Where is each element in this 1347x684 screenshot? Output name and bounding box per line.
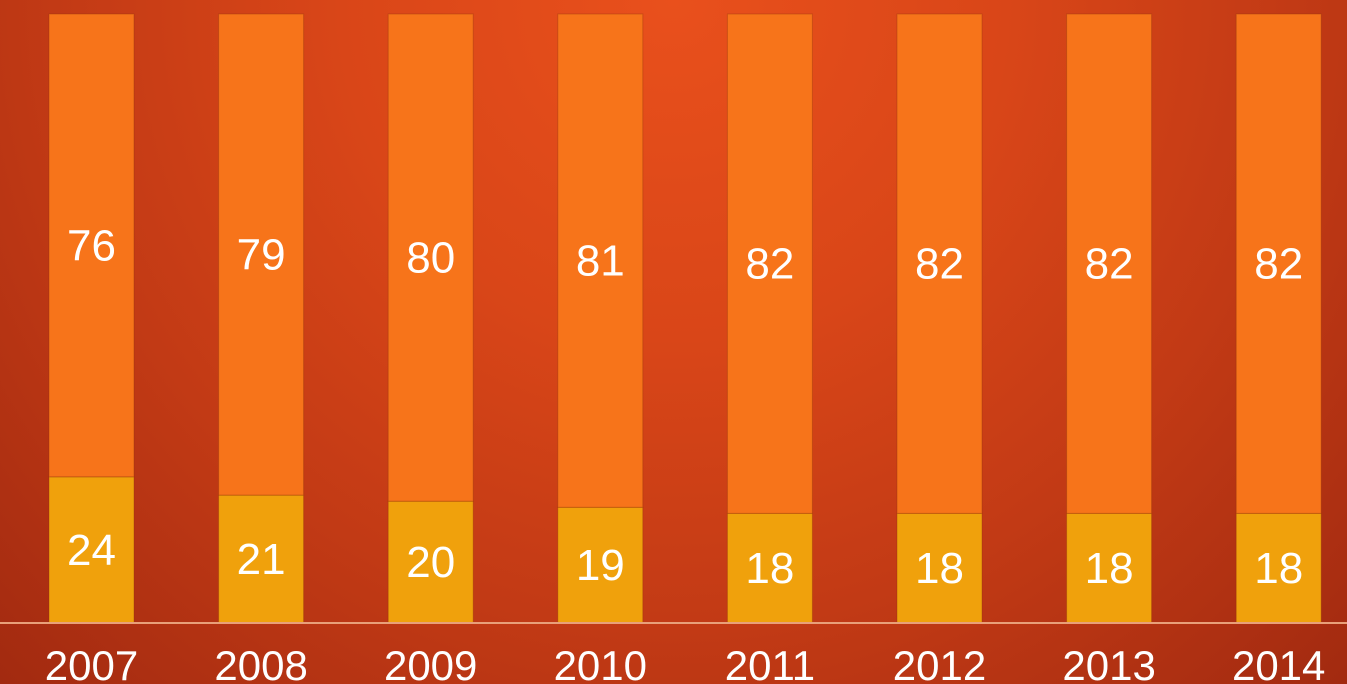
data-label-2013-segment-2: 82 xyxy=(1085,240,1134,289)
bar-2007-segment-1 xyxy=(48,476,135,624)
x-tick-label-2014: 2014 xyxy=(1232,642,1325,684)
data-label-2009-segment-2: 80 xyxy=(406,234,455,283)
data-label-2012-segment-2: 82 xyxy=(915,240,964,289)
bars-layer: 24 76 21 79 20 80 19 81 18 82 18 82 18 82 18 82 xyxy=(48,13,1322,624)
bar-2010-segment-2 xyxy=(557,13,644,508)
data-label-2009-segment-1: 20 xyxy=(406,538,455,587)
bar-2013-segment-1 xyxy=(1066,512,1153,624)
bar-2011-segment-2 xyxy=(726,13,813,514)
bar-2012-segment-1 xyxy=(896,512,983,624)
bar-2014-segment-1 xyxy=(1235,512,1322,624)
data-label-2013-segment-1: 18 xyxy=(1085,544,1134,593)
bar-2009-segment-1 xyxy=(387,500,474,624)
x-tick-label-2010: 2010 xyxy=(554,642,647,684)
data-label-2007-segment-1: 24 xyxy=(67,526,116,575)
bar-2009-segment-2 xyxy=(387,13,474,502)
bar-2012-segment-2 xyxy=(896,13,983,514)
data-label-2010-segment-1: 19 xyxy=(576,541,625,590)
bar-2013-segment-2 xyxy=(1066,13,1153,514)
bar-2008-segment-2 xyxy=(218,13,305,496)
data-label-2014-segment-1: 18 xyxy=(1254,544,1303,593)
data-label-2012-segment-1: 18 xyxy=(915,544,964,593)
x-tick-label-2012: 2012 xyxy=(893,642,986,684)
bar-2007-segment-2 xyxy=(48,13,135,478)
x-axis-ticks: 2007 2008 2009 2010 2011 2012 2013 2014 xyxy=(45,642,1326,684)
bar-2014-segment-2 xyxy=(1235,13,1322,514)
x-tick-label-2008: 2008 xyxy=(214,642,307,684)
x-tick-label-2013: 2013 xyxy=(1062,642,1155,684)
data-label-2008-segment-2: 79 xyxy=(237,231,286,280)
data-label-2011-segment-2: 82 xyxy=(745,240,794,289)
data-label-2010-segment-2: 81 xyxy=(576,237,625,286)
x-tick-label-2007: 2007 xyxy=(45,642,138,684)
x-tick-label-2009: 2009 xyxy=(384,642,477,684)
data-label-2008-segment-1: 21 xyxy=(237,535,286,584)
data-label-2011-segment-1: 18 xyxy=(745,544,794,593)
data-label-2014-segment-2: 82 xyxy=(1254,240,1303,289)
data-label-2007-segment-2: 76 xyxy=(67,221,116,270)
x-tick-label-2011: 2011 xyxy=(725,642,815,684)
